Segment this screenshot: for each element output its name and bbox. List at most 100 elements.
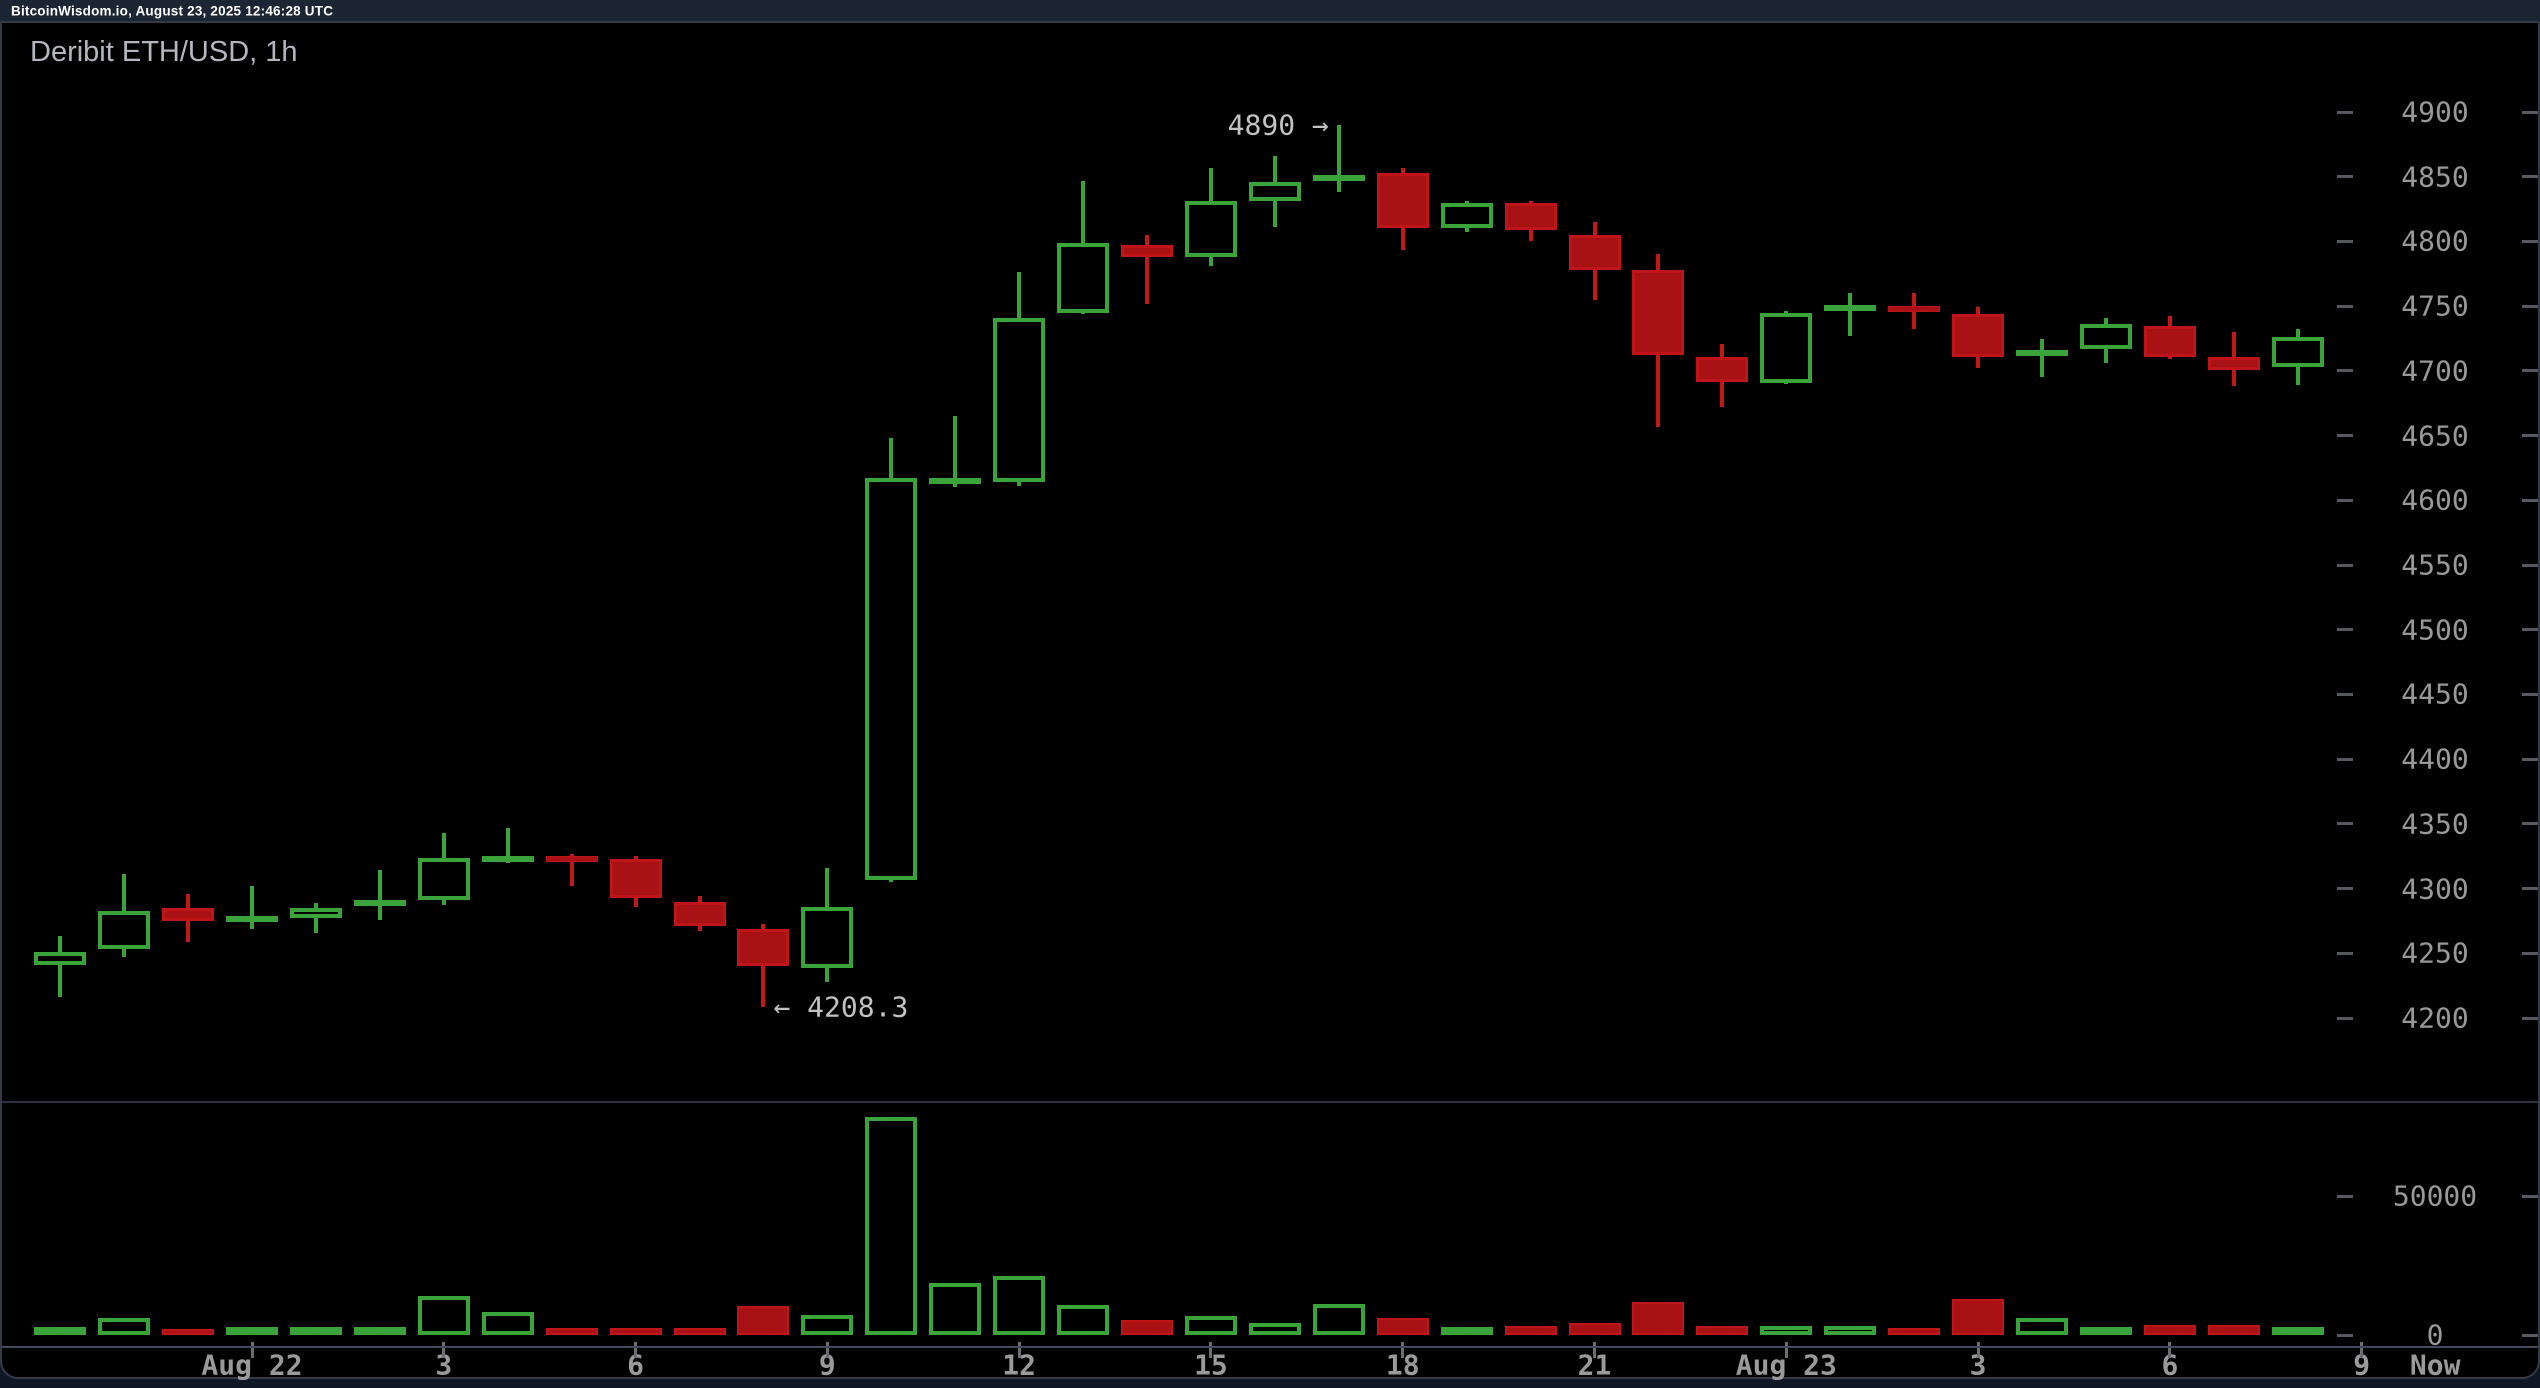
candle-down[interactable] — [609, 858, 662, 898]
candle-up[interactable] — [226, 915, 278, 922]
candle-down[interactable] — [673, 901, 726, 927]
candle-wick[interactable] — [953, 416, 958, 488]
chart-container[interactable] — [0, 21, 2540, 1379]
candle-down[interactable] — [1696, 356, 1749, 383]
candle-up[interactable] — [34, 952, 87, 965]
axis-tick-right — [2522, 434, 2538, 438]
candle-down[interactable] — [1376, 172, 1429, 229]
candle-wick[interactable] — [1145, 234, 1150, 304]
volume-bar-up[interactable] — [2271, 1327, 2324, 1335]
high-price-annotation: 4890 → — [1227, 108, 1329, 142]
volume-bar-down[interactable] — [1121, 1319, 1174, 1335]
candle-up[interactable] — [1248, 181, 1301, 202]
time-axis-label: Now — [2409, 1348, 2461, 1382]
candle-down[interactable] — [2143, 325, 2196, 357]
volume-bar-down[interactable] — [1696, 1325, 1749, 1335]
volume-bar-up[interactable] — [2016, 1317, 2069, 1335]
candle-up[interactable] — [1824, 305, 1877, 312]
candle-up[interactable] — [1760, 312, 1813, 383]
volume-bar-up[interactable] — [417, 1296, 470, 1335]
candle-up[interactable] — [993, 317, 1046, 483]
time-axis-tick — [1784, 1342, 1788, 1358]
time-axis-label: 6 — [2161, 1348, 2179, 1382]
candle-down[interactable] — [1121, 245, 1174, 257]
candle-wick[interactable] — [58, 936, 63, 998]
volume-bar-down[interactable] — [2207, 1324, 2260, 1335]
candle-up[interactable] — [1184, 201, 1237, 257]
volume-bar-up[interactable] — [865, 1116, 918, 1335]
candle-up[interactable] — [2079, 324, 2132, 349]
axis-tick-left — [2337, 434, 2353, 438]
volume-bar-up[interactable] — [34, 1327, 87, 1335]
candle-up[interactable] — [865, 478, 918, 880]
volume-bar-up[interactable] — [1824, 1325, 1877, 1335]
volume-bar-down[interactable] — [1632, 1301, 1685, 1335]
axis-tick-right — [2522, 822, 2538, 826]
candle-down[interactable] — [1568, 234, 1621, 270]
volume-bar-up[interactable] — [289, 1327, 342, 1335]
low-price-annotation: ← 4208.3 — [773, 990, 909, 1024]
price-axis-label: 4250 — [2401, 936, 2469, 970]
candle-wick[interactable] — [1848, 293, 1853, 336]
candle-up[interactable] — [98, 910, 151, 950]
volume-bar-down[interactable] — [609, 1328, 662, 1335]
candle-up[interactable] — [2271, 337, 2324, 367]
axis-tick-left — [2337, 692, 2353, 696]
candle-down[interactable] — [1952, 313, 2005, 357]
candle-wick[interactable] — [569, 853, 574, 886]
volume-bar-down[interactable] — [1568, 1322, 1621, 1335]
candle-down[interactable] — [1632, 269, 1685, 356]
volume-bar-up[interactable] — [353, 1327, 406, 1335]
pane-divider — [2, 1101, 2538, 1103]
volume-bar-up[interactable] — [481, 1311, 534, 1335]
axis-tick-right — [2522, 1333, 2538, 1337]
volume-bar-down[interactable] — [2143, 1324, 2196, 1335]
volume-bar-up[interactable] — [993, 1276, 1046, 1335]
candle-down[interactable] — [2207, 356, 2260, 370]
volume-bar-up[interactable] — [98, 1317, 151, 1335]
candle-up[interactable] — [929, 477, 982, 484]
volume-bar-down[interactable] — [1888, 1327, 1941, 1335]
volume-bar-up[interactable] — [929, 1283, 982, 1335]
volume-bar-down[interactable] — [1376, 1317, 1429, 1335]
volume-bar-up[interactable] — [1057, 1304, 1110, 1335]
volume-bar-down[interactable] — [1504, 1325, 1557, 1335]
candle-down[interactable] — [162, 907, 215, 921]
candle-down[interactable] — [545, 855, 598, 862]
candle-up[interactable] — [1440, 202, 1493, 229]
candle-up[interactable] — [353, 900, 406, 907]
candle-up[interactable] — [801, 906, 854, 968]
candle-up[interactable] — [417, 857, 470, 901]
volume-bar-up[interactable] — [1440, 1327, 1493, 1335]
volume-bar-down[interactable] — [737, 1305, 790, 1335]
volume-bar-up[interactable] — [1184, 1315, 1237, 1335]
candle-up[interactable] — [1312, 175, 1365, 181]
volume-bar-down[interactable] — [673, 1328, 726, 1335]
candle-wick[interactable] — [377, 870, 382, 920]
candle-down[interactable] — [1888, 305, 1941, 312]
volume-bar-up[interactable] — [801, 1314, 854, 1335]
volume-bar-down[interactable] — [545, 1328, 598, 1335]
volume-bar-up[interactable] — [226, 1327, 278, 1335]
candle-up[interactable] — [289, 907, 342, 919]
time-axis-label: 3 — [435, 1348, 453, 1382]
volume-bar-down[interactable] — [1952, 1299, 2005, 1335]
candle-wick[interactable] — [2040, 338, 2045, 378]
candle-wick[interactable] — [250, 885, 254, 929]
axis-tick-right — [2522, 110, 2538, 114]
candle-wick[interactable] — [505, 827, 510, 863]
candle-up[interactable] — [1057, 242, 1110, 313]
volume-bar-up[interactable] — [1312, 1304, 1365, 1335]
candle-up[interactable] — [2016, 349, 2069, 356]
candle-wick[interactable] — [1336, 124, 1341, 193]
candle-down[interactable] — [737, 928, 790, 967]
candle-down[interactable] — [1504, 202, 1557, 230]
volume-bar-up[interactable] — [2079, 1327, 2132, 1335]
candle-up[interactable] — [481, 856, 534, 863]
volume-axis-label: 50000 — [2392, 1179, 2478, 1213]
price-axis-label: 4400 — [2401, 742, 2469, 776]
axis-tick-right — [2522, 1194, 2538, 1198]
volume-bar-down[interactable] — [162, 1328, 215, 1335]
volume-bar-up[interactable] — [1248, 1322, 1301, 1335]
volume-bar-up[interactable] — [1760, 1325, 1813, 1335]
